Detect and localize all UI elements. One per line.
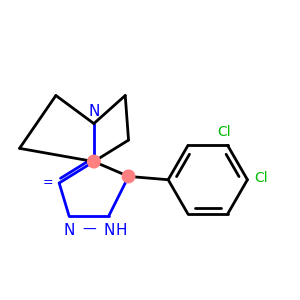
Text: =: = xyxy=(43,176,53,190)
Text: Cl: Cl xyxy=(218,125,231,140)
Circle shape xyxy=(122,170,135,183)
Text: N: N xyxy=(103,223,114,238)
Text: —: — xyxy=(82,223,96,237)
Circle shape xyxy=(88,155,100,168)
Text: N: N xyxy=(63,223,75,238)
Text: H: H xyxy=(116,223,127,238)
Text: Cl: Cl xyxy=(254,171,268,185)
Text: N: N xyxy=(88,103,100,118)
